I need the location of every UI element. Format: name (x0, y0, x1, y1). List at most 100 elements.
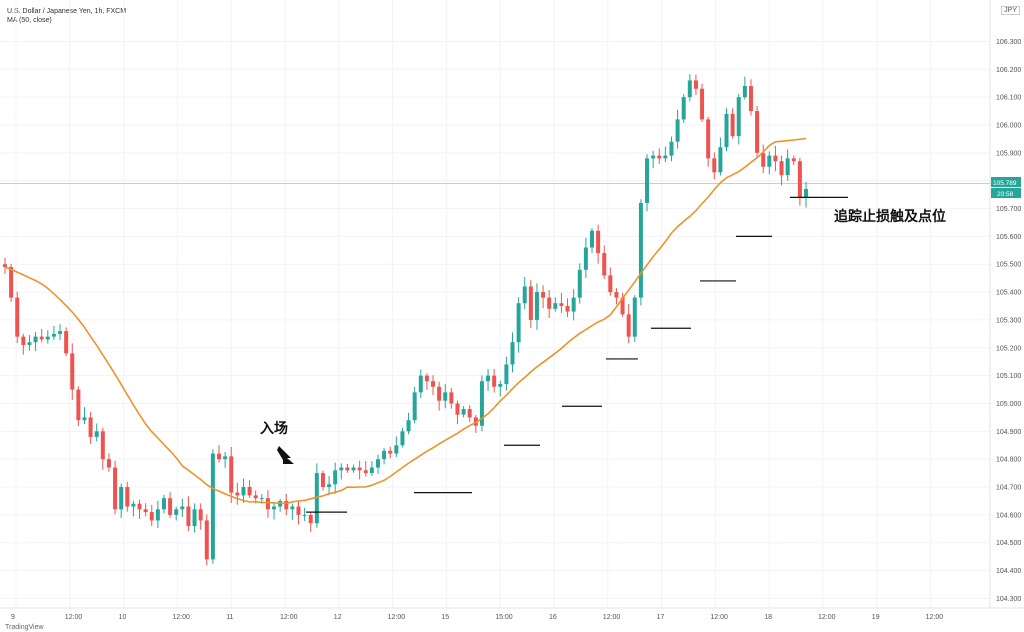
candle-body (669, 141, 674, 156)
candle-body (761, 152, 766, 167)
candle-body (375, 459, 380, 468)
grid-lines (0, 0, 990, 608)
candle-body (602, 253, 607, 276)
x-tick-label: 17 (657, 614, 665, 621)
y-tick-label: 106.000 (996, 122, 1021, 129)
candle-body (345, 467, 350, 471)
candle-body (534, 292, 539, 320)
candle-body (76, 389, 81, 421)
candle-body (455, 403, 460, 415)
candle-body (290, 506, 295, 510)
candle-body (541, 292, 546, 298)
entry-label: 入场 (260, 421, 288, 437)
candle-body (516, 303, 521, 343)
candles (3, 74, 808, 566)
candle-body (259, 498, 264, 500)
y-tick-label: 106.300 (996, 39, 1021, 46)
ma-line (4, 137, 807, 505)
candle-body (149, 512, 154, 521)
candle-body (547, 297, 552, 309)
candle-body (651, 155, 656, 159)
candle-body (113, 467, 118, 510)
y-tick-label: 106.200 (996, 67, 1021, 74)
candle-body (706, 119, 711, 159)
candle-body (400, 431, 405, 446)
candle-body (742, 85, 747, 98)
countdown-tag (991, 188, 1021, 198)
y-tick-label: 104.800 (996, 457, 1021, 464)
candle-body (388, 450, 393, 454)
candle-body (284, 500, 289, 510)
candle-body (767, 155, 772, 167)
candle-body (565, 306, 570, 312)
price-axis: 106.300106.200106.100106.000105.900105.8… (996, 39, 1021, 603)
candle-body (559, 303, 564, 306)
candle-body (192, 509, 197, 527)
x-tick-label: 10 (119, 614, 127, 621)
y-tick-label: 105.500 (996, 262, 1021, 269)
candle-body (424, 375, 429, 382)
entry-arrow-icon (277, 446, 294, 464)
x-tick-label: 12:00 (65, 614, 83, 621)
candle-body (522, 286, 527, 304)
y-tick-label: 105.700 (996, 206, 1021, 213)
candle-body (45, 336, 50, 340)
candle-body (357, 467, 362, 471)
candle-body (161, 498, 166, 510)
candle-body (302, 514, 307, 516)
candle-body (638, 202, 643, 298)
countdown-value: 20:58 (997, 191, 1014, 198)
candle-body (39, 336, 44, 340)
candle-body (9, 267, 14, 298)
candle-body (553, 303, 558, 309)
candle-body (779, 161, 784, 176)
candle-body (748, 85, 753, 112)
candle-body (504, 364, 509, 384)
candle-body (21, 336, 26, 345)
candle-body (583, 247, 588, 270)
candle-body (58, 331, 63, 334)
candle-body (180, 506, 185, 510)
candle-body (217, 453, 222, 460)
candle-body (320, 473, 325, 488)
y-tick-label: 104.700 (996, 485, 1021, 492)
candle-body (106, 459, 111, 468)
candle-body (675, 119, 680, 142)
candle-body (363, 470, 368, 474)
indicator-label: MA (50, close) (7, 17, 52, 24)
candle-body (693, 80, 698, 89)
candle-body (467, 409, 472, 418)
candle-body (229, 456, 234, 493)
candle-body (223, 456, 228, 460)
candle-body (736, 97, 741, 137)
trailing-stop-marks (306, 196, 848, 513)
candle-body (198, 509, 203, 521)
candle-body (724, 113, 729, 148)
candle-body (210, 453, 215, 560)
candle-body (510, 342, 515, 365)
tradingview-logo: TradingView (5, 624, 44, 631)
candle-body (155, 509, 160, 521)
candle-body (253, 495, 258, 499)
x-tick-label: 19 (872, 614, 880, 621)
currency-badge[interactable]: JPY (1001, 6, 1020, 15)
last-price-tag (991, 177, 1021, 187)
time-axis: 9 12:00 10 12:00 11 12:00 12 12:00 15 15:00 16 12:0… (11, 614, 943, 621)
candle-body (412, 392, 417, 421)
candle-body (51, 333, 56, 337)
candle-body (755, 111, 760, 153)
candle-body (186, 506, 191, 527)
candle-body (449, 392, 454, 404)
candle-body (663, 155, 668, 159)
candle-body (94, 431, 99, 437)
candle-body (314, 473, 319, 524)
candle-body (82, 417, 87, 421)
candle-body (394, 445, 399, 454)
candle-body (614, 292, 619, 298)
candle-body (804, 189, 808, 198)
x-tick-label: 12 (334, 614, 342, 621)
candle-body (797, 161, 802, 198)
candle-body (718, 147, 723, 173)
candle-body (773, 155, 778, 162)
